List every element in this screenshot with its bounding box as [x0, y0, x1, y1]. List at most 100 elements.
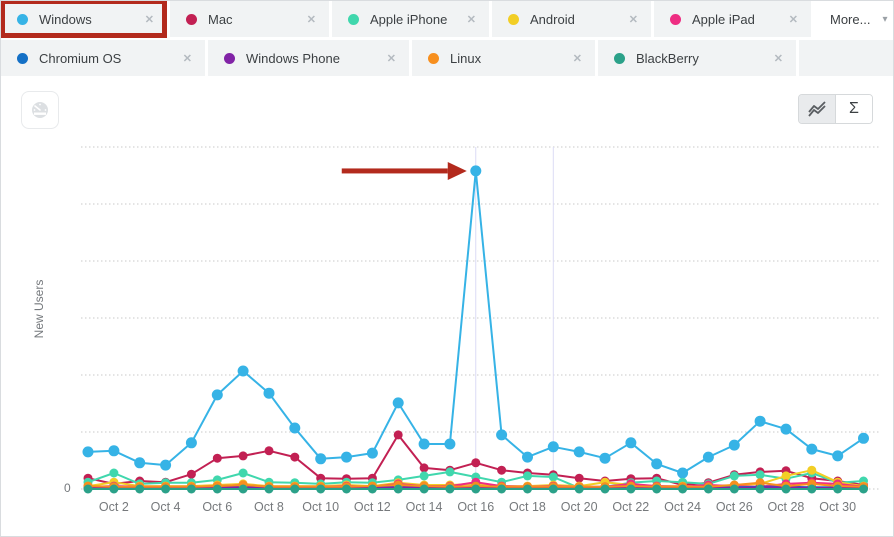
data-point — [496, 429, 508, 441]
close-icon[interactable]: ✕ — [628, 13, 638, 26]
line-chart-canvas[interactable]: Oct 2 Oct 4 Oct 6 Oct 8 Oct 10 Oct 12 Oct 14 Oc… — [79, 141, 889, 533]
chip-mac[interactable]: Mac ✕ — [170, 1, 329, 37]
data-point — [109, 484, 119, 494]
chip-row-1: Windows ✕ Mac ✕ Apple iPhone ✕ Android ✕ Apple i… — [1, 1, 893, 38]
data-point — [392, 397, 404, 409]
chip-windows-phone[interactable]: Windows Phone ✕ — [208, 40, 409, 76]
x-tick-label: Oct 12 — [354, 500, 391, 514]
close-icon[interactable]: ✕ — [306, 13, 316, 26]
data-point — [186, 484, 196, 494]
line-chart-toggle-button[interactable] — [799, 95, 836, 123]
data-point — [702, 451, 714, 463]
data-point — [858, 432, 869, 444]
data-point — [185, 437, 197, 449]
sigma-icon: Σ — [849, 100, 859, 117]
close-icon[interactable]: ✕ — [773, 52, 783, 65]
series-color-dot — [186, 13, 197, 25]
chevron-down-icon: ▾ — [882, 13, 888, 25]
data-point — [418, 438, 430, 450]
series-color-dot — [508, 13, 519, 25]
sum-toggle-button[interactable]: Σ — [836, 95, 872, 123]
data-point — [419, 471, 429, 481]
data-point — [652, 484, 662, 494]
data-point — [497, 465, 507, 475]
data-point — [263, 387, 275, 399]
y-axis-zero-label: 0 — [64, 481, 71, 495]
data-point — [859, 484, 868, 494]
data-point — [522, 451, 533, 463]
data-point — [419, 484, 429, 494]
data-point — [754, 415, 766, 427]
data-point — [238, 484, 248, 494]
data-point — [83, 484, 93, 494]
x-tick-label: Oct 4 — [151, 500, 181, 514]
data-point — [315, 453, 327, 465]
data-point — [211, 389, 223, 401]
dashboard-gauge-button[interactable] — [21, 91, 59, 129]
data-point — [342, 484, 351, 494]
y-axis-title: New Users — [32, 279, 46, 339]
x-tick-label: Oct 14 — [406, 500, 443, 514]
data-point — [599, 452, 611, 464]
x-tick-label: Oct 30 — [819, 500, 856, 514]
data-point — [109, 468, 119, 478]
data-point — [289, 422, 301, 434]
segment-chip-bar: Windows ✕ Mac ✕ Apple iPhone ✕ Android ✕ Apple i… — [1, 1, 893, 76]
chip-label: Android — [530, 11, 575, 27]
data-point — [548, 472, 558, 482]
data-point — [729, 471, 739, 481]
close-icon[interactable]: ✕ — [386, 52, 396, 65]
data-point — [341, 451, 352, 463]
data-point — [574, 473, 584, 483]
data-point — [238, 451, 248, 461]
data-point — [444, 438, 456, 450]
x-tick-label: Oct 2 — [99, 500, 129, 514]
series-color-dot — [428, 52, 439, 64]
data-point — [677, 467, 689, 479]
data-point — [212, 453, 222, 463]
empty-cell — [799, 40, 893, 76]
data-point — [755, 478, 765, 488]
more-button[interactable]: More... ▾ — [814, 1, 893, 37]
data-point — [547, 441, 559, 453]
data-point — [419, 463, 429, 473]
data-point — [523, 484, 532, 494]
data-point — [160, 459, 172, 471]
data-point — [678, 484, 688, 494]
chip-windows[interactable]: Windows ✕ — [1, 1, 167, 38]
chip-blackberry[interactable]: BlackBerry ✕ — [598, 40, 796, 76]
chip-linux[interactable]: Linux ✕ — [412, 40, 595, 76]
data-point — [212, 484, 222, 494]
chip-label: Apple iPhone — [370, 11, 448, 27]
line-chart-icon — [808, 101, 826, 117]
data-point — [290, 484, 300, 494]
data-point — [728, 439, 740, 451]
x-tick-label: Oct 8 — [254, 500, 284, 514]
data-point — [523, 471, 532, 481]
close-icon[interactable]: ✕ — [182, 52, 192, 65]
chart-type-toggle: Σ — [798, 94, 873, 124]
data-point — [600, 484, 610, 494]
data-point — [626, 484, 636, 494]
chip-apple-iphone[interactable]: Apple iPhone ✕ — [332, 1, 489, 37]
data-point — [238, 468, 248, 478]
close-icon[interactable]: ✕ — [788, 13, 798, 26]
x-tick-label: Oct 20 — [561, 500, 598, 514]
chip-chromium-os[interactable]: Chromium OS ✕ — [1, 40, 205, 76]
data-point — [135, 484, 145, 494]
close-icon[interactable]: ✕ — [572, 52, 582, 65]
data-point — [264, 484, 274, 494]
chip-label: BlackBerry — [636, 50, 699, 66]
x-tick-label: Oct 26 — [716, 500, 753, 514]
data-point — [445, 467, 455, 477]
chip-android[interactable]: Android ✕ — [492, 1, 651, 37]
annotation-arrow-shaft — [341, 168, 448, 174]
series-color-dot — [348, 13, 359, 25]
gauge-icon — [32, 102, 48, 118]
close-icon[interactable]: ✕ — [144, 13, 154, 26]
data-point — [755, 470, 765, 480]
close-icon[interactable]: ✕ — [466, 13, 476, 26]
data-point — [316, 484, 326, 494]
chip-apple-ipad[interactable]: Apple iPad ✕ — [654, 1, 811, 37]
